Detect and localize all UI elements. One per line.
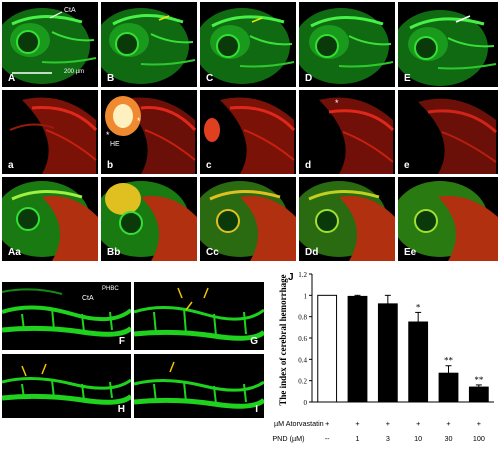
panel-b: * HE * b [101,90,197,174]
panel-label-d: d [305,160,312,171]
panel-J-chart: J The index of cerebral hemorrhage 00.20… [272,271,494,443]
panel-label-C: C [206,73,214,84]
cta-annotation: CtA [64,7,76,14]
treatment-value: 3 [386,434,390,443]
panel-Aa: Aa [2,177,98,261]
panel-label-c: c [206,160,212,171]
bar [408,321,429,403]
panel-e: e [398,90,498,174]
red-blood-image [204,97,296,174]
fpnd-row-label: FPND (µM) [272,434,304,443]
y-tick-label: 1.2 [298,271,307,279]
green-vessel-image [398,10,497,86]
panel-label-B: B [107,73,115,84]
panel-Bb: Bb [101,177,197,261]
trunk-vessel-image [2,288,131,337]
panel-label-F: F [118,336,125,347]
merged-image [398,181,498,261]
panel-label-E: E [404,73,411,84]
treatment-value: + [477,419,481,428]
green-vessel-image [2,8,97,84]
panel-label-Aa: Aa [8,247,21,258]
star-marker: * [137,116,141,126]
significance-marker: * [416,302,421,312]
bar [438,372,459,403]
chart-marks: 00.20.40.60.811.2*****2 µM Atorvastatin +… [272,271,494,443]
panel-label-H: H [117,404,125,415]
panel-G: G [134,282,264,350]
panel-label-Dd: Dd [305,247,319,258]
treatment-value: -- [325,434,330,443]
panel-I: I [134,354,264,418]
y-tick-label: 0.6 [298,335,307,343]
panel-E: E [398,2,498,87]
panel-F: CtA PHBC F [2,282,131,350]
red-blood-image [319,97,395,174]
y-tick-label: 0 [304,399,308,407]
trunk-vessel-image [134,287,264,341]
panel-label-Bb: Bb [107,247,121,258]
panel-a: a [2,90,98,174]
red-blood-image [9,97,98,174]
panel-label-A: A [8,73,16,84]
star-marker: * [335,98,339,108]
panel-label-e: e [404,160,410,171]
panel-Dd: Dd [299,177,395,261]
merged-image [101,181,197,261]
green-vessel-image [101,8,196,84]
panel-C: C [200,2,296,87]
y-tick-label: 0.4 [298,356,307,364]
he-annotation: HE [110,141,120,148]
panel-Cc: Cc [200,177,296,261]
treatment-value: + [416,419,420,428]
green-vessel-image [299,8,394,84]
trunk-vessel-image [2,363,131,405]
panel-A: CtA 200 µm A [2,2,98,87]
significance-marker: ** [444,356,454,366]
red-blood-image [418,98,498,174]
panel-d: * d [299,90,395,174]
trunk-vessel-image [134,361,264,409]
panel-label-D: D [305,73,313,84]
y-tick-label: 0.2 [298,378,307,386]
bar [347,295,368,403]
panel-label-J: J [288,272,294,283]
bar [468,386,489,403]
treatment-value: + [325,419,329,428]
panel-label-I: I [255,404,258,415]
panel-Ee: Ee [398,177,498,261]
panel-label-Cc: Cc [206,247,219,258]
merged-image [2,181,98,261]
y-tick-label: 1 [304,292,308,300]
treatment-value: + [355,419,359,428]
green-vessel-image [200,8,295,84]
y-tick-label: 0.8 [298,314,307,322]
cta-annotation: CtA [82,295,94,302]
merged-image [200,181,296,261]
treatment-value: 10 [414,434,422,443]
phbc-annotation: PHBC [102,286,119,292]
panel-H: H [2,354,131,418]
significance-marker: ** [474,375,484,385]
merged-image [299,181,395,261]
y-axis-label: The index of cerebral hemorrhage [278,274,288,405]
bar [317,294,338,403]
panel-label-Ee: Ee [404,247,417,258]
panel-label-b: b [107,160,114,171]
red-blood-image [105,96,197,174]
scale-bar-label: 200 µm [64,69,85,75]
treatment-value: + [386,419,390,428]
star-marker: * [106,130,110,140]
panel-label-G: G [250,336,258,347]
panel-D: D [299,2,395,87]
panel-c: c [200,90,296,174]
atorvastatin-row-label: 2 µM Atorvastatin [272,419,324,428]
treatment-value: 100 [473,434,485,443]
bar [377,303,398,403]
panel-label-a: a [8,160,14,171]
panel-B: B [101,2,197,87]
treatment-value: + [446,419,450,428]
treatment-value: 30 [445,434,453,443]
treatment-value: 1 [356,434,360,443]
